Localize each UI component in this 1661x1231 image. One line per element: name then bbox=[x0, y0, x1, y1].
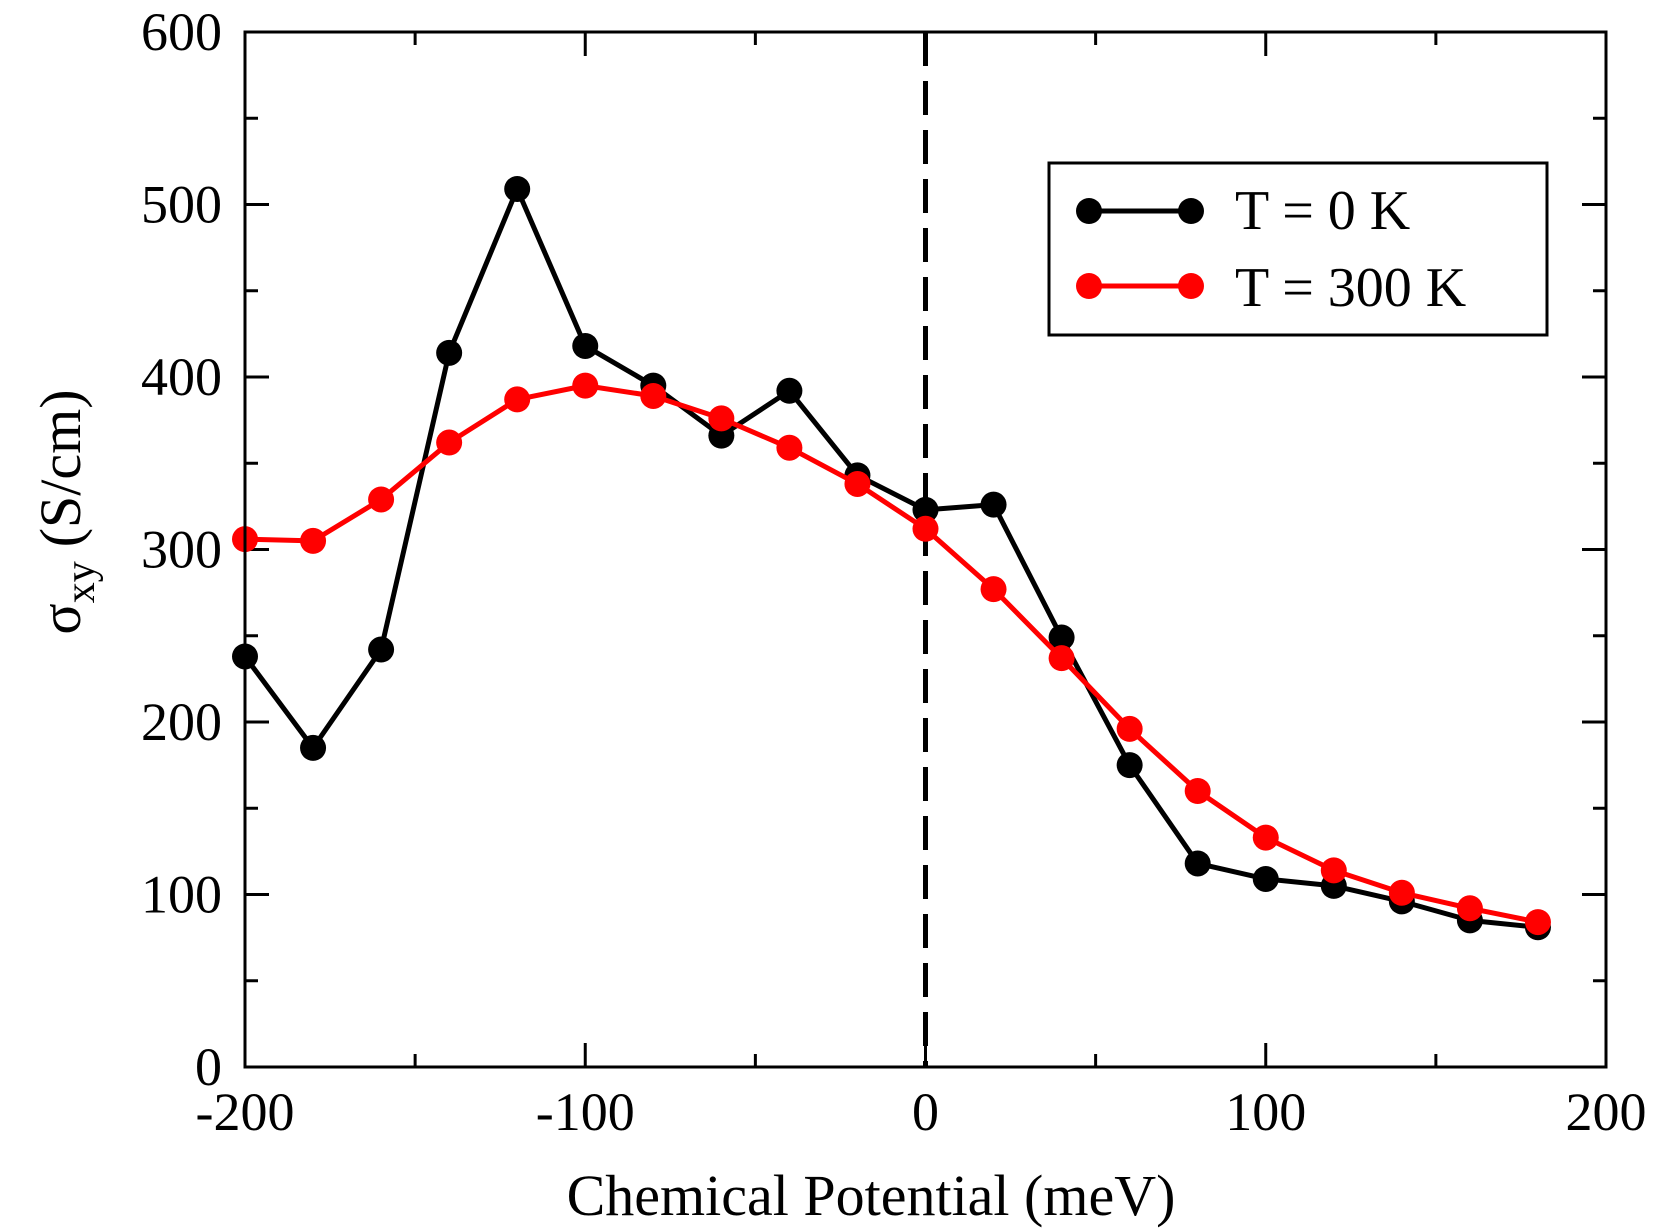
data-point bbox=[1320, 857, 1347, 884]
data-point bbox=[912, 515, 939, 542]
data-point bbox=[1388, 879, 1415, 906]
legend-entry-t0: T = 0 K bbox=[1076, 180, 1410, 242]
y-axis-title-unit: (S/cm) bbox=[28, 389, 93, 547]
series-1 bbox=[232, 372, 1551, 936]
data-point bbox=[980, 576, 1007, 603]
data-point bbox=[368, 636, 395, 663]
y-axis-title-symbol: σ bbox=[28, 603, 93, 634]
y-tick-label: 500 bbox=[141, 175, 222, 235]
legend-marker-t0 bbox=[1076, 198, 1102, 224]
legend-box bbox=[1047, 161, 1549, 337]
data-point bbox=[1116, 715, 1143, 742]
y-tick-label: 600 bbox=[141, 2, 222, 62]
data-point bbox=[436, 339, 463, 366]
data-point bbox=[504, 175, 531, 202]
data-point bbox=[980, 491, 1007, 518]
data-point bbox=[504, 386, 531, 413]
data-point bbox=[1048, 645, 1075, 672]
legend-label-t300: T = 300 K bbox=[1235, 257, 1466, 319]
y-tick-label: 200 bbox=[141, 692, 222, 752]
data-point bbox=[572, 332, 599, 359]
data-point bbox=[844, 470, 871, 497]
data-point bbox=[708, 405, 735, 432]
plot-frame bbox=[243, 30, 1608, 1069]
data-point bbox=[1116, 752, 1143, 779]
legend-marker-t300 bbox=[1076, 273, 1102, 299]
data-point bbox=[368, 486, 395, 513]
data-point bbox=[1456, 895, 1483, 922]
legend-label-t0: T = 0 K bbox=[1235, 180, 1410, 242]
data-point bbox=[776, 434, 803, 461]
y-tick-label: 100 bbox=[141, 865, 222, 925]
y-tick-label: 0 bbox=[195, 1037, 222, 1097]
y-axis-title-subscript: xy bbox=[58, 561, 104, 603]
data-point bbox=[300, 527, 327, 554]
legend: T = 0 K T = 300 K bbox=[1047, 161, 1549, 337]
data-point bbox=[1252, 824, 1279, 851]
y-tick-label: 400 bbox=[141, 347, 222, 407]
x-tick-label: 0 bbox=[912, 1082, 939, 1142]
data-point bbox=[436, 429, 463, 456]
svg-text:σxy(S/cm): σxy (S/cm) bbox=[28, 389, 104, 634]
legend-entry-t300: T = 300 K bbox=[1076, 257, 1466, 319]
axis-tick-labels: -200 -100 0 100 200 0 100 200 300 400 500 600 bbox=[141, 2, 1647, 1142]
y-tick-label: 300 bbox=[141, 520, 222, 580]
x-tick-label: -100 bbox=[536, 1082, 635, 1142]
data-point bbox=[1524, 909, 1551, 936]
data-point bbox=[640, 382, 667, 409]
y-axis-title: σxy (S/cm) bbox=[28, 389, 104, 634]
x-tick-label: 200 bbox=[1566, 1082, 1647, 1142]
legend-marker-t300 bbox=[1178, 273, 1204, 299]
data-point bbox=[912, 496, 939, 523]
data-point bbox=[572, 372, 599, 399]
data-point bbox=[1184, 778, 1211, 804]
data-point bbox=[300, 734, 327, 761]
legend-marker-t0 bbox=[1178, 198, 1204, 224]
x-tick-label: 100 bbox=[1225, 1082, 1306, 1142]
series-line bbox=[244, 383, 1539, 925]
x-tick-label: -200 bbox=[196, 1082, 295, 1142]
data-point bbox=[776, 377, 803, 404]
data-point bbox=[1048, 624, 1075, 651]
data-point bbox=[1252, 865, 1279, 892]
x-axis-title: Chemical Potential (meV) bbox=[567, 1163, 1176, 1228]
data-point bbox=[1184, 850, 1211, 877]
data-series bbox=[232, 175, 1551, 941]
